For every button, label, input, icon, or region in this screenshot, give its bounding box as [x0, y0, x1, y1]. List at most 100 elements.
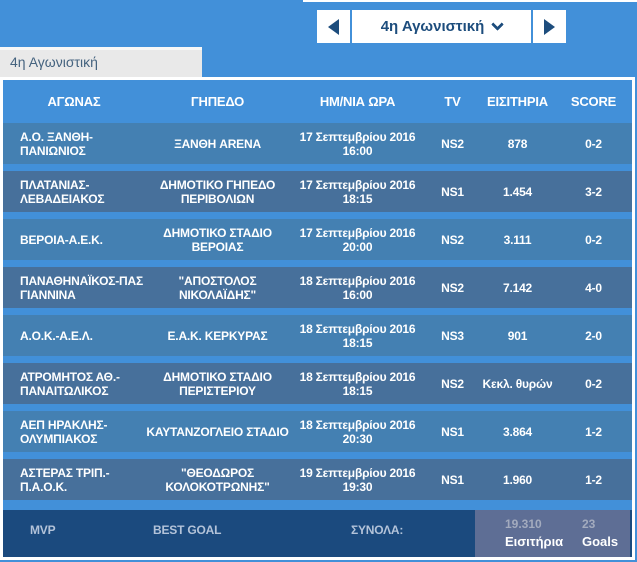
goals-total-value: 23 [582, 517, 596, 531]
table-row: ΠΑΝΑΘΗΝΑΪΚΟΣ-ΠΑΣ ΓΙΑΝΝΙΝΑ "ΑΠΟΣΤΟΛΟΣ ΝΙΚ… [3, 267, 632, 308]
date-text: 17 Σεπτεμβρίου 2016 [299, 225, 416, 240]
matchday-dropdown-label: 4η Αγωνιστική [380, 18, 485, 35]
datetime-cell: 17 Σεπτεμβρίου 2016 18:15 [290, 178, 425, 206]
time-text: 16:00 [342, 143, 373, 158]
date-text: 19 Σεπτεμβρίου 2016 [299, 465, 416, 480]
col-header-venue: ΓΗΠΕΔΟ [190, 94, 245, 109]
match-cell: ΠΛΑΤΑΝΙΑΣ-ΛΕΒΑΔΕΙΑΚΟΣ [20, 177, 105, 206]
tickets-cell: 3.111 [503, 232, 532, 247]
datetime-cell: 18 Σεπτεμβρίου 2016 18:15 [290, 322, 425, 350]
tv-cell: NS2 [441, 280, 464, 295]
tickets-cell: 1.454 [502, 184, 533, 199]
table-row: Α.Ο. ΞΑΝΘΗ-ΠΑΝΙΩΝΙΟΣ ΞΑΝΘΗ ARENA 17 Σεπτ… [3, 123, 632, 164]
table-row: ΒΕΡΟΙΑ-Α.Ε.Κ. ΔΗΜΟΤΙΚΟ ΣΤΑΔΙΟ ΒΕΡΟΙΑΣ 17… [3, 219, 632, 260]
arrow-right-icon [544, 18, 555, 35]
col-header-match: ΑΓΩΝΑΣ [47, 94, 101, 109]
table-body: Α.Ο. ΞΑΝΘΗ-ΠΑΝΙΩΝΙΟΣ ΞΑΝΘΗ ARENA 17 Σεπτ… [3, 123, 632, 500]
date-text: 18 Σεπτεμβρίου 2016 [299, 273, 416, 288]
date-text: 18 Σεπτεμβρίου 2016 [299, 321, 416, 336]
tv-cell: NS3 [441, 328, 464, 343]
tickets-cell: 7.142 [502, 280, 533, 295]
totals-label: ΣΥΝΟΛΑ: [351, 523, 404, 537]
previous-matchday-button[interactable] [317, 10, 350, 43]
score-cell: 0-2 [585, 136, 602, 151]
match-cell: ΠΑΝΑΘΗΝΑΪΚΟΣ-ΠΑΣ ΓΙΑΝΝΙΝΑ [20, 273, 143, 302]
score-cell: 3-2 [585, 184, 602, 199]
tv-cell: NS2 [441, 376, 464, 391]
matchday-navigator: 4η Αγωνιστική [317, 10, 566, 43]
goals-total-label: Goals [582, 534, 619, 549]
venue-cell: ΔΗΜΟΤΙΚΟ ΓΗΠΕΔΟ ΠΕΡΙΒΟΛΙΩΝ [159, 177, 276, 206]
match-cell: ΑΤΡΟΜΗΤΟΣ ΑΘ.-ΠΑΝΑΙΤΩΛΙΚΟΣ [20, 369, 120, 398]
col-header-score: SCORE [570, 94, 617, 109]
tickets-cell: 3.864 [502, 424, 533, 439]
score-cell: 4-0 [585, 280, 602, 295]
tickets-total-block: 19.310 Εισιτήρια [505, 517, 563, 549]
fixtures-table: ΑΓΩΝΑΣ ΓΗΠΕΔΟ ΗΜ/ΝΙΑ ΩΡΑ TV ΕΙΣΙΤΗΡΙΑ SC… [0, 77, 635, 560]
arrow-left-icon [328, 18, 339, 35]
score-cell: 2-0 [585, 328, 602, 343]
mvp-label: MVP [30, 523, 56, 537]
datetime-cell: 18 Σεπτεμβρίου 2016 18:15 [290, 370, 425, 398]
goals-total-block: 23 Goals [582, 517, 618, 549]
tickets-cell: 901 [507, 328, 528, 343]
tv-cell: NS1 [441, 472, 464, 487]
top-divider [303, 0, 637, 2]
table-footer: MVP BEST GOAL ΣΥΝΟΛΑ: 19.310 Εισιτήρια 2… [3, 510, 632, 557]
tickets-cell: Κεκλ. θυρών [482, 376, 553, 391]
time-text: 20:30 [342, 431, 373, 446]
score-cell: 0-2 [585, 376, 602, 391]
datetime-cell: 17 Σεπτεμβρίου 2016 20:00 [290, 226, 425, 254]
venue-cell: Ε.Α.Κ. ΚΕΡΚΥΡΑΣ [167, 328, 268, 343]
tv-cell: NS1 [441, 424, 464, 439]
totals-panel: 19.310 Εισιτήρια 23 Goals [475, 510, 630, 557]
match-cell: ΑΕΠ ΗΡΑΚΛΗΣ-ΟΛΥΜΠΙΑΚΟΣ [20, 417, 108, 446]
tab-matchday-label: 4η Αγωνιστική [10, 54, 98, 70]
time-text: 20:00 [342, 239, 373, 254]
tickets-cell: 1.960 [502, 472, 533, 487]
venue-cell: ΔΗΜΟΤΙΚΟ ΣΤΑΔΙΟ ΒΕΡΟΙΑΣ [163, 225, 272, 254]
tv-cell: NS1 [441, 184, 464, 199]
col-header-tv: TV [444, 94, 461, 109]
tab-matchday[interactable]: 4η Αγωνιστική [0, 47, 202, 77]
time-text: 19:30 [342, 479, 373, 494]
col-header-tickets: ΕΙΣΙΤΗΡΙΑ [487, 94, 548, 109]
col-header-datetime: ΗΜ/ΝΙΑ ΩΡΑ [319, 94, 396, 109]
venue-cell: ΞΑΝΘΗ ARENA [174, 136, 261, 151]
match-cell: ΒΕΡΟΙΑ-Α.Ε.Κ. [20, 232, 103, 247]
chevron-down-icon [491, 17, 505, 31]
datetime-cell: 18 Σεπτεμβρίου 2016 16:00 [290, 274, 425, 302]
score-cell: 1-2 [585, 424, 602, 439]
date-text: 17 Σεπτεμβρίου 2016 [299, 177, 416, 192]
table-row: Α.Ο.Κ.-Α.Ε.Λ. Ε.Α.Κ. ΚΕΡΚΥΡΑΣ 18 Σεπτεμβ… [3, 315, 632, 356]
tv-cell: NS2 [441, 136, 464, 151]
tickets-total-label: Εισιτήρια [505, 534, 564, 549]
datetime-cell: 17 Σεπτεμβρίου 2016 16:00 [290, 130, 425, 158]
best-goal-label: BEST GOAL [153, 523, 222, 537]
date-text: 17 Σεπτεμβρίου 2016 [299, 129, 416, 144]
time-text: 18:15 [342, 335, 373, 350]
tickets-total-value: 19.310 [505, 517, 542, 531]
venue-cell: "ΘΕΟΔΩΡΟΣ ΚΟΛΟΚΟΤΡΩΝΗΣ" [165, 465, 270, 494]
time-text: 18:15 [342, 383, 373, 398]
date-text: 18 Σεπτεμβρίου 2016 [299, 417, 416, 432]
time-text: 16:00 [342, 287, 373, 302]
tickets-cell: 878 [507, 136, 528, 151]
date-text: 18 Σεπτεμβρίου 2016 [299, 369, 416, 384]
match-cell: ΑΣΤΕΡΑΣ ΤΡΙΠ.-Π.Α.Ο.Κ. [20, 465, 110, 494]
table-row: ΑΤΡΟΜΗΤΟΣ ΑΘ.-ΠΑΝΑΙΤΩΛΙΚΟΣ ΔΗΜΟΤΙΚΟ ΣΤΑΔ… [3, 363, 632, 404]
matchday-dropdown[interactable]: 4η Αγωνιστική [352, 10, 531, 43]
venue-cell: ΚΑΥΤΑΝΖΟΓΛΕΙΟ ΣΤΑΔΙΟ [146, 424, 289, 439]
datetime-cell: 18 Σεπτεμβρίου 2016 20:30 [290, 418, 425, 446]
score-cell: 0-2 [585, 232, 602, 247]
score-cell: 1-2 [585, 472, 602, 487]
venue-cell: ΔΗΜΟΤΙΚΟ ΣΤΑΔΙΟ ΠΕΡΙΣΤΕΡΙΟΥ [163, 369, 272, 398]
time-text: 18:15 [342, 191, 373, 206]
tv-cell: NS2 [441, 232, 464, 247]
venue-cell: "ΑΠΟΣΤΟΛΟΣ ΝΙΚΟΛΑΪΔΗΣ" [178, 273, 257, 302]
match-cell: Α.Ο.Κ.-Α.Ε.Λ. [20, 328, 93, 343]
table-row: ΠΛΑΤΑΝΙΑΣ-ΛΕΒΑΔΕΙΑΚΟΣ ΔΗΜΟΤΙΚΟ ΓΗΠΕΔΟ ΠΕ… [3, 171, 632, 212]
table-row: ΑΣΤΕΡΑΣ ΤΡΙΠ.-Π.Α.Ο.Κ. "ΘΕΟΔΩΡΟΣ ΚΟΛΟΚΟΤ… [3, 459, 632, 500]
next-matchday-button[interactable] [533, 10, 566, 43]
table-header-row: ΑΓΩΝΑΣ ΓΗΠΕΔΟ ΗΜ/ΝΙΑ ΩΡΑ TV ΕΙΣΙΤΗΡΙΑ SC… [3, 80, 632, 123]
